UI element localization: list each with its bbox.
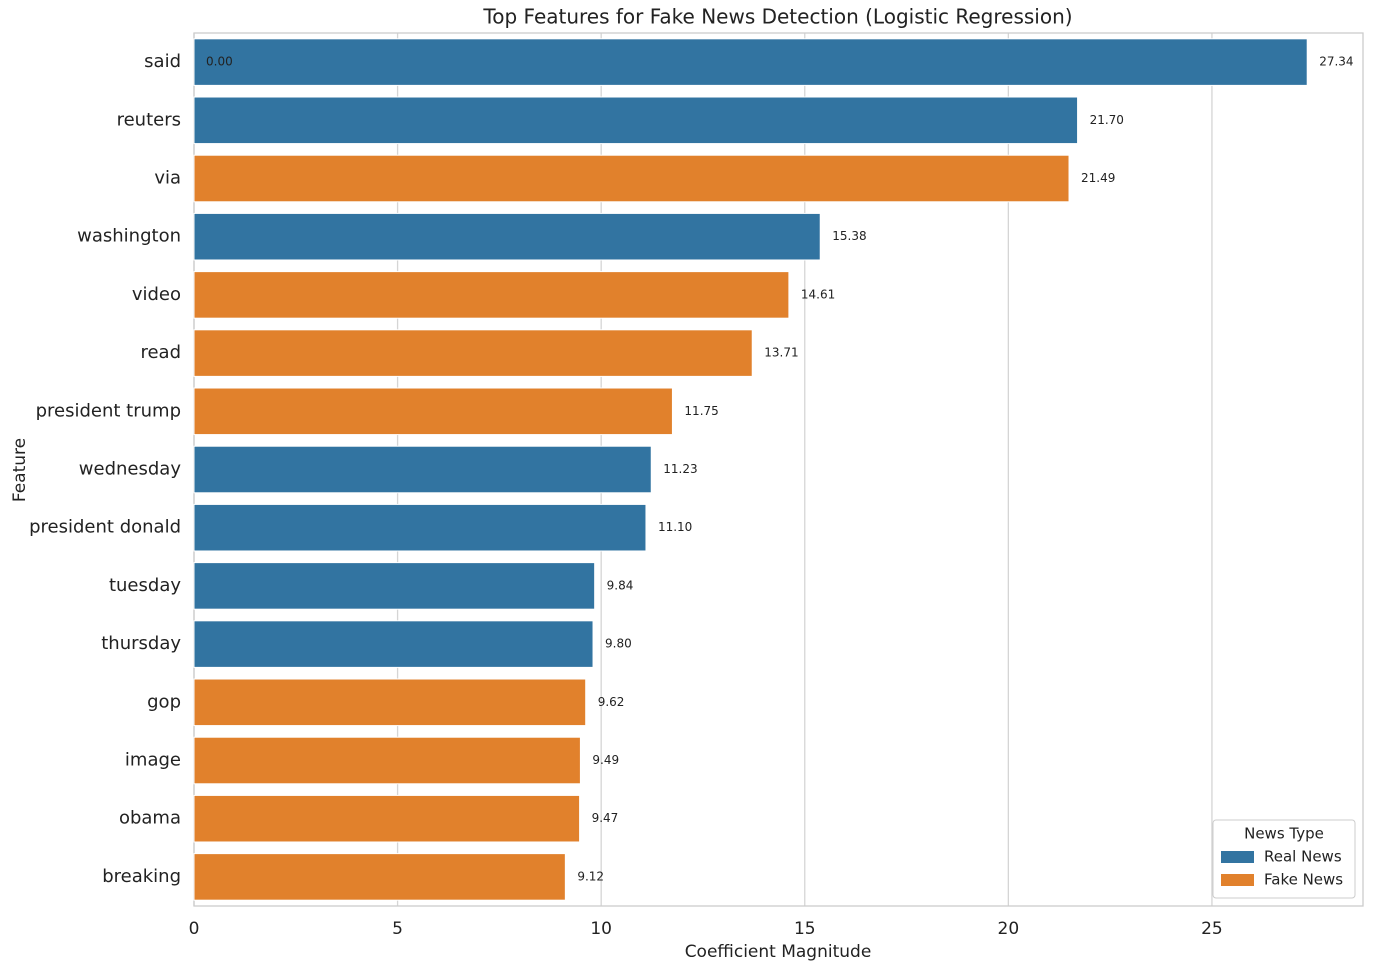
value-label: 9.80 <box>605 637 632 651</box>
bar <box>193 329 753 377</box>
value-label: 9.49 <box>592 753 619 767</box>
legend-swatch <box>1221 874 1254 886</box>
value-label: 0.00 <box>206 55 233 69</box>
legend-title: News Type <box>1244 825 1324 843</box>
bar <box>193 387 673 436</box>
y-tick-label: washington <box>77 226 181 247</box>
bar <box>193 853 566 901</box>
value-label: 9.84 <box>607 578 634 592</box>
x-axis-label: Coefficient Magnitude <box>685 942 872 962</box>
value-label: 13.71 <box>764 346 798 360</box>
bar <box>193 38 1308 86</box>
y-tick-label: gop <box>147 691 181 712</box>
x-tick-label: 15 <box>794 919 816 939</box>
y-tick-label: via <box>154 168 181 189</box>
chart-title: Top Features for Fake News Detection (Lo… <box>482 5 1072 29</box>
y-tick-label: breaking <box>102 866 181 887</box>
x-tick-label: 0 <box>189 919 200 939</box>
legend-label: Real News <box>1264 848 1342 866</box>
value-label: 14.61 <box>801 287 835 301</box>
legend-swatch <box>1221 851 1254 863</box>
y-tick-label: image <box>125 750 181 771</box>
bar <box>193 562 596 610</box>
bar <box>193 154 1070 203</box>
y-tick-label: video <box>132 284 181 305</box>
bar <box>193 271 790 319</box>
value-label: 11.10 <box>658 520 692 534</box>
y-tick-label: obama <box>119 808 181 829</box>
value-label: 27.34 <box>1319 55 1353 69</box>
value-label: 15.38 <box>832 229 866 243</box>
value-label: 11.23 <box>663 462 697 476</box>
y-tick-label: tuesday <box>109 575 181 596</box>
value-label: 9.62 <box>598 695 625 709</box>
bar <box>193 678 587 727</box>
bar <box>193 794 581 843</box>
y-tick-label: thursday <box>101 633 181 654</box>
y-tick-label: wednesday <box>79 459 182 480</box>
legend-label: Fake News <box>1264 871 1343 889</box>
y-tick-label: president trump <box>36 400 181 421</box>
value-label: 21.49 <box>1081 171 1115 185</box>
bar <box>193 503 647 552</box>
value-label: 11.75 <box>684 404 718 418</box>
x-tick-label: 20 <box>998 919 1020 939</box>
x-tick-label: 10 <box>590 919 612 939</box>
y-axis-label: Feature <box>10 438 30 502</box>
bar <box>193 736 581 785</box>
value-label: 9.12 <box>577 869 604 883</box>
bar <box>193 212 821 261</box>
value-label: 21.70 <box>1090 113 1124 127</box>
x-tick-label: 5 <box>392 919 403 939</box>
y-tick-label: said <box>144 51 181 72</box>
bar <box>193 445 652 494</box>
value-label: 9.47 <box>592 811 619 825</box>
y-tick-label: president donald <box>29 517 181 538</box>
y-tick-label: read <box>140 342 181 363</box>
bar <box>193 620 594 668</box>
x-tick-label: 25 <box>1201 919 1223 939</box>
y-tick-label: reuters <box>117 109 181 130</box>
bar <box>193 96 1079 145</box>
